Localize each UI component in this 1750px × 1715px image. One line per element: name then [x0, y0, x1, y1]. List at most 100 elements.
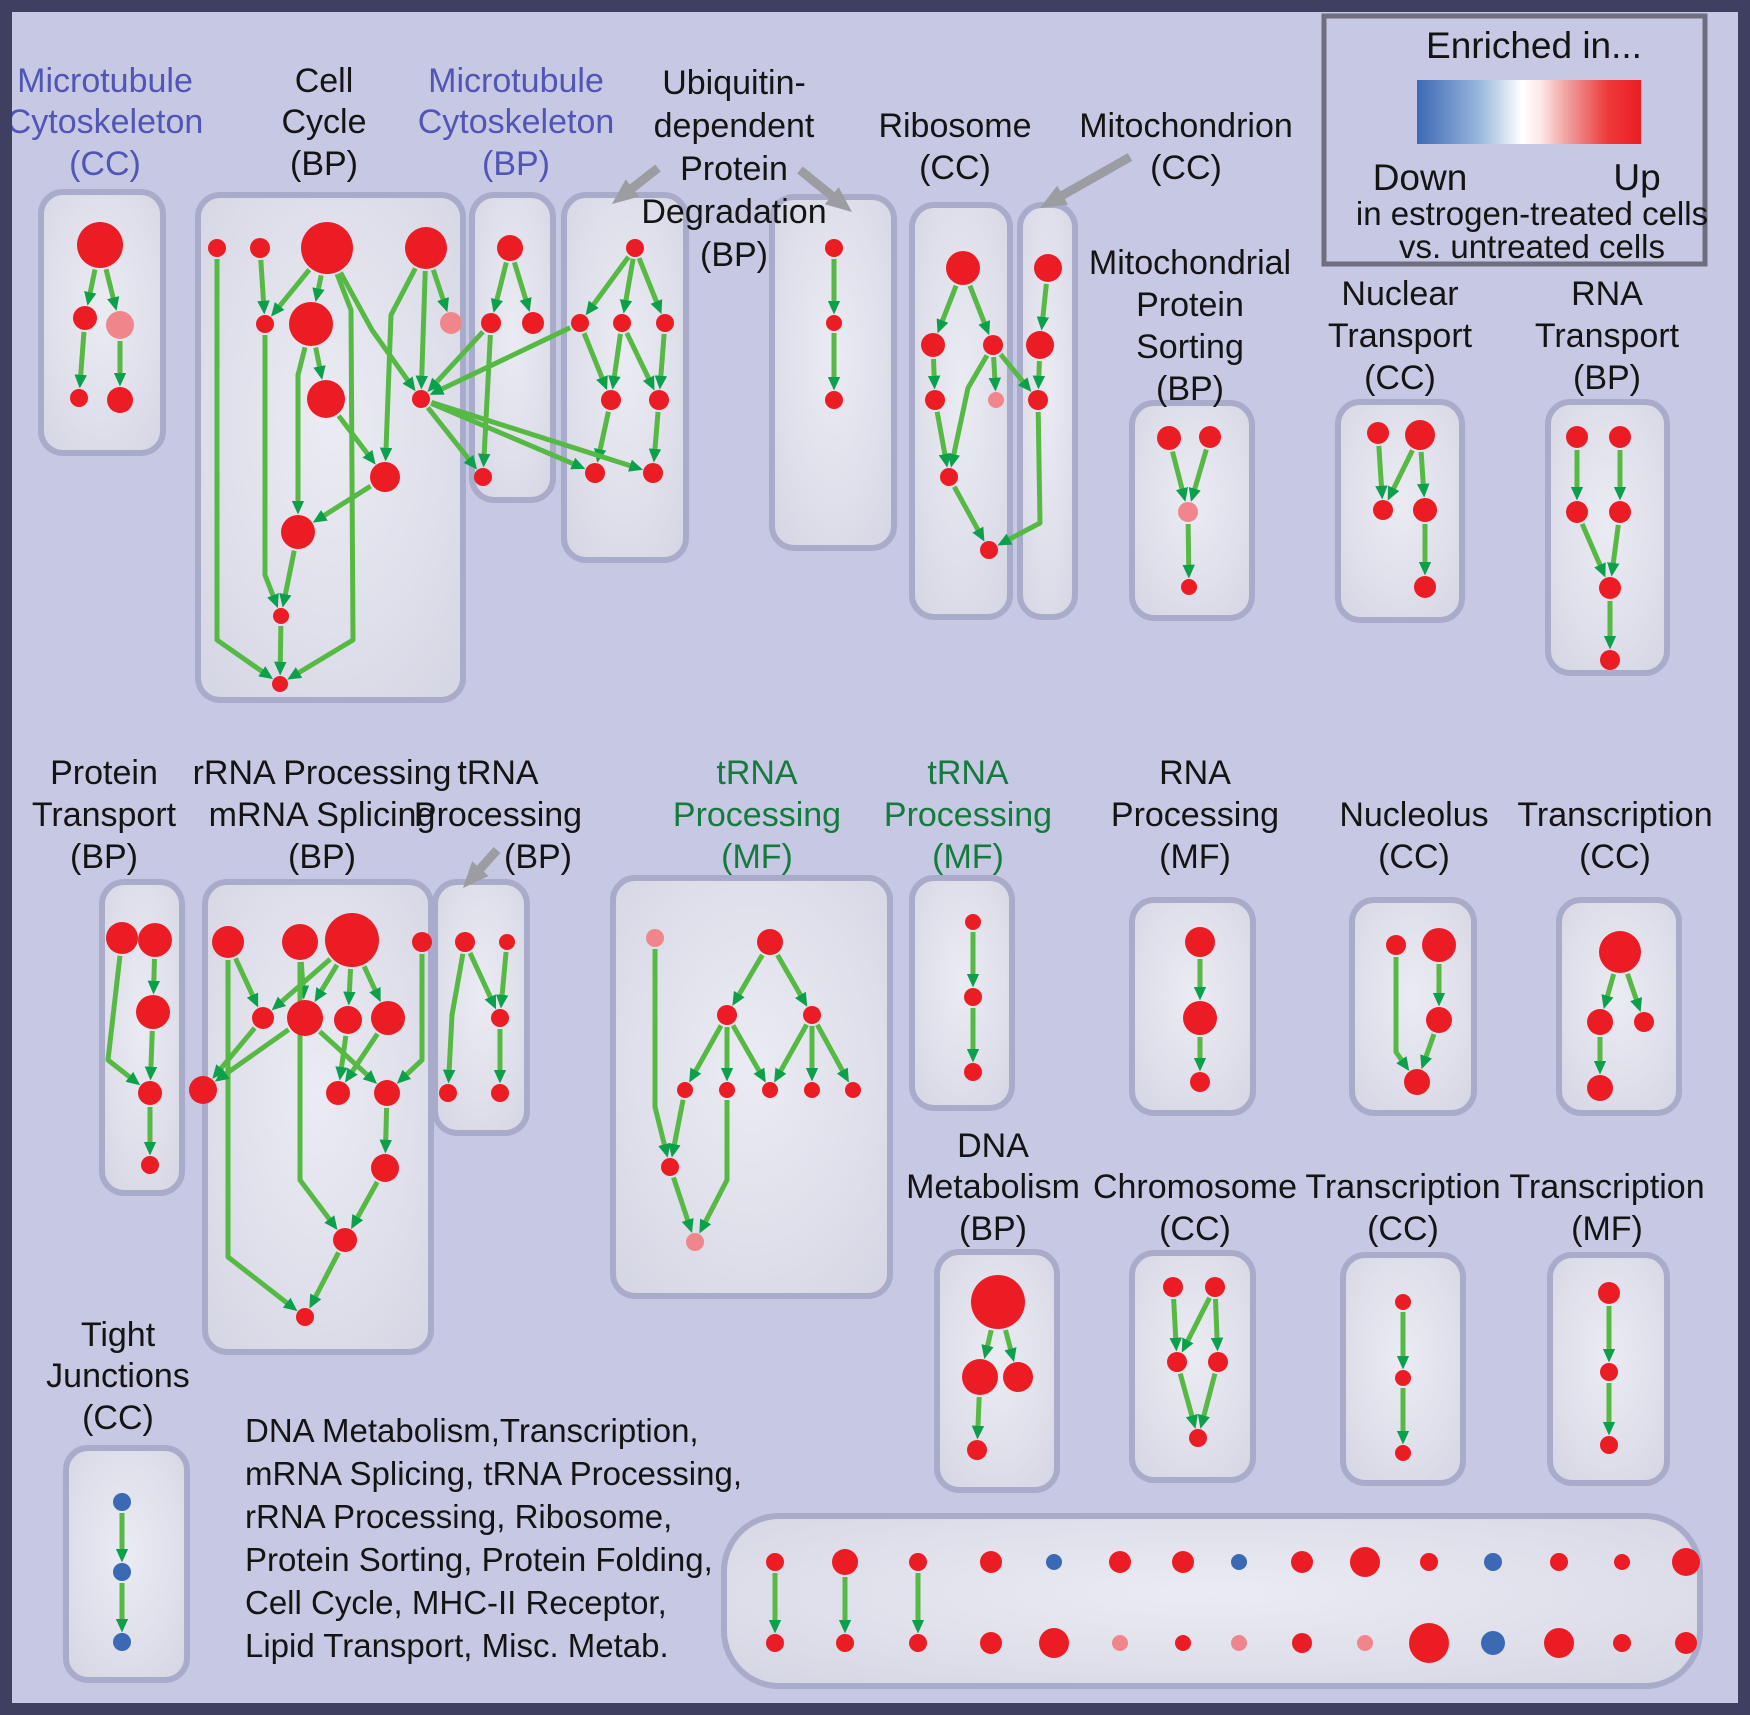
cluster-label-dna-metabolism-bp-line2: (BP): [959, 1210, 1027, 1248]
node-cell-cycle-bp-n12: [273, 608, 289, 624]
cluster-label-transcription-cc-bottom-line1: (CC): [1367, 1210, 1439, 1248]
edge-trna-processing-mf-1-t5-t10: [668, 1099, 686, 1158]
edge-trna-processing-mf-1-t3-t7: [730, 1024, 766, 1083]
node-misc-metabolism-group-c7t: [1172, 1551, 1194, 1573]
legend-title: Enriched in...: [1426, 25, 1642, 66]
edge-dna-metabolism-bp-d2-d4: [971, 1396, 985, 1440]
cluster-box-microtubule-cytoskeleton-cc: [38, 189, 166, 456]
node-trna-processing-mf-1-t2: [757, 929, 783, 955]
edge-mitochondrial-protein-sorting-bp-s1-s3: [1170, 450, 1189, 502]
cluster-label-trna-processing-bp-line0: tRNA: [457, 754, 539, 792]
node-transcription-cc-bottom-e1: [1395, 1294, 1411, 1310]
cluster-label-nucleolus-cc-line1: (CC): [1378, 838, 1450, 876]
node-ribosome-cc-r2: [921, 333, 945, 357]
cluster-box-transcription-cc-top: [1556, 897, 1682, 1116]
ubiquitin-left-arrow-head: [612, 179, 640, 204]
node-nucleolus-cc-y3: [1426, 1007, 1452, 1033]
cross-edge-cell-cycle-bp-n8-to-ubiquitin-degradation-bp-u8: [430, 399, 643, 472]
node-cell-cycle-bp-n13: [272, 676, 288, 692]
cluster-label-protein-transport-bp-line0: Protein: [50, 754, 158, 792]
cluster-label-mitochondrion-cc-line0: Mitochondrion: [1079, 107, 1293, 145]
edge-ubiquitin-degradation-bp-u3-u6: [624, 331, 655, 391]
edge-rrna-processing-mrna-splicing-bp-R8-R10: [344, 1032, 380, 1083]
cluster-label-mitochondrial-protein-sorting-bp-line3: (BP): [1156, 370, 1224, 408]
node-microtubule-cytoskeleton-cc-b: [73, 306, 97, 330]
node-rna-processing-mf-x2: [1183, 1001, 1217, 1035]
node-mitochondrial-protein-sorting-bp-s3: [1178, 502, 1198, 522]
node-rrna-processing-mrna-splicing-bp-R13: [333, 1228, 357, 1252]
mitochondrion-arrow-shaft: [1051, 153, 1133, 205]
node-rrna-processing-mrna-splicing-bp-R4: [412, 932, 432, 952]
node-transcription-cc-top-z4: [1587, 1075, 1613, 1101]
node-rrna-processing-mrna-splicing-bp-R10: [326, 1081, 350, 1105]
cluster-label-microtubule-cytoskeleton-cc-line0: Microtubule: [17, 62, 193, 100]
node-rna-transport-bp-rt6: [1600, 650, 1620, 670]
node-protein-transport-bp-p2: [138, 923, 172, 957]
edge-cell-cycle-bp-n6-n11: [291, 346, 308, 515]
cluster-label-trna-processing-bp-line2: (BP): [504, 838, 572, 876]
node-dna-metabolism-bp-d1: [971, 1275, 1025, 1329]
edge-nucleolus-cc-y3-y4: [1420, 1033, 1437, 1070]
node-trna-processing-mf-1-t8: [804, 1082, 820, 1098]
edge-rrna-processing-mrna-splicing-bp-R3-R8: [361, 965, 381, 1003]
edge-trna-processing-mf-1-t4-t7: [774, 1023, 809, 1083]
legend-subtitle-2: vs. untreated cells: [1399, 228, 1665, 265]
edge-mitochondrion-cc-w1-w2: [1036, 283, 1050, 331]
node-mitochondrial-protein-sorting-bp-s1: [1157, 426, 1181, 450]
node-misc-metabolism-group-c9b: [1292, 1633, 1312, 1653]
edge-microtubule-cytoskeleton-bp-m1-m3: [512, 261, 532, 313]
node-cell-cycle-bp-n11: [281, 515, 315, 549]
edge-rrna-processing-mrna-splicing-bp-R6-R9: [214, 1027, 291, 1082]
edge-transcription-cc-top-z1-z3: [1625, 972, 1643, 1013]
edge-cell-cycle-bp-n10-n11: [312, 483, 372, 523]
cluster-label-tight-junctions-cc-line2: (CC): [82, 1399, 154, 1437]
node-protein-transport-bp-p3: [136, 995, 170, 1029]
edge-trna-processing-mf-1-t2-t3: [732, 953, 765, 1006]
cluster-label-rna-processing-mf-line1: Processing: [1111, 796, 1279, 834]
edge-protein-transport-bp-p1-p4: [105, 955, 141, 1086]
cluster-label-dna-metabolism-bp-line1: Metabolism: [906, 1168, 1080, 1206]
edge-protein-transport-bp-p2-p3: [147, 958, 161, 995]
node-microtubule-cytoskeleton-bp-m4: [474, 468, 492, 486]
node-cell-cycle-bp-n2: [250, 238, 270, 258]
node-cell-cycle-bp-n4: [405, 227, 447, 269]
edge-cell-cycle-bp-n4-n8: [415, 270, 429, 390]
node-ubiquitin-degradation-bp-u2: [571, 314, 589, 332]
node-rrna-processing-mrna-splicing-bp-R9: [189, 1076, 217, 1104]
node-nuclear-transport-cc-nt2: [1405, 420, 1435, 450]
edge-ribosome-cc-r6-r7: [952, 485, 985, 542]
node-trna-processing-mf-2-q1: [965, 914, 981, 930]
edge-ribosome-cc-r1-r2: [936, 284, 959, 334]
node-transcription-mf-f1: [1598, 1282, 1620, 1304]
edge-chromosome-cc-c1-c3: [1169, 1298, 1182, 1352]
cluster-label-ubiquitin-degradation-bp-line3: Degradation: [641, 193, 826, 231]
cluster-box-dna-metabolism-bp: [934, 1249, 1060, 1493]
edge-cell-cycle-bp-n2-n5: [257, 259, 270, 315]
node-trna-processing-bp-T4: [491, 1084, 509, 1102]
cluster-label-nuclear-transport-cc-line2: (CC): [1364, 359, 1436, 397]
node-transcription-cc-bottom-e2: [1395, 1370, 1411, 1386]
cluster-label-trna-processing-mf-2-line1: Processing: [884, 796, 1052, 834]
node-misc-metabolism-group-c14b: [1613, 1634, 1631, 1652]
node-misc-metabolism-group-c14t: [1614, 1554, 1630, 1570]
cluster-label-mitochondrial-protein-sorting-bp-line2: Sorting: [1136, 328, 1244, 366]
cluster-label-trna-processing-mf-1-line1: Processing: [673, 796, 841, 834]
node-ubiquitin-degradation-bp-u4: [656, 314, 674, 332]
node-transcription-cc-top-z3: [1634, 1012, 1654, 1032]
node-trna-processing-bp-T2: [499, 934, 515, 950]
node-mitochondrion-cc-w1: [1034, 254, 1062, 282]
edge-microtubule-cytoskeleton-bp-m1-m2: [490, 261, 509, 313]
edge-ubiquitin-degradation-bp-u1-u2: [585, 255, 631, 316]
node-misc-metabolism-group-c15b: [1675, 1632, 1697, 1654]
node-microtubule-cytoskeleton-cc-a: [77, 222, 123, 268]
cluster-label-protein-transport-bp-line1: Transport: [32, 796, 177, 834]
node-ubiquitin-degradation-bp-u8: [643, 463, 663, 483]
edge-rrna-processing-mrna-splicing-bp-R3-R6: [314, 963, 340, 1003]
node-rrna-processing-mrna-splicing-bp-R7: [334, 1006, 362, 1034]
node-trna-processing-bp-T1: [455, 932, 475, 952]
cluster-label-rna-processing-mf-line0: RNA: [1159, 754, 1231, 792]
node-rna-transport-bp-rt1: [1566, 426, 1588, 448]
node-transcription-mf-f3: [1600, 1436, 1618, 1454]
node-misc-metabolism-group-c13t: [1550, 1553, 1568, 1571]
